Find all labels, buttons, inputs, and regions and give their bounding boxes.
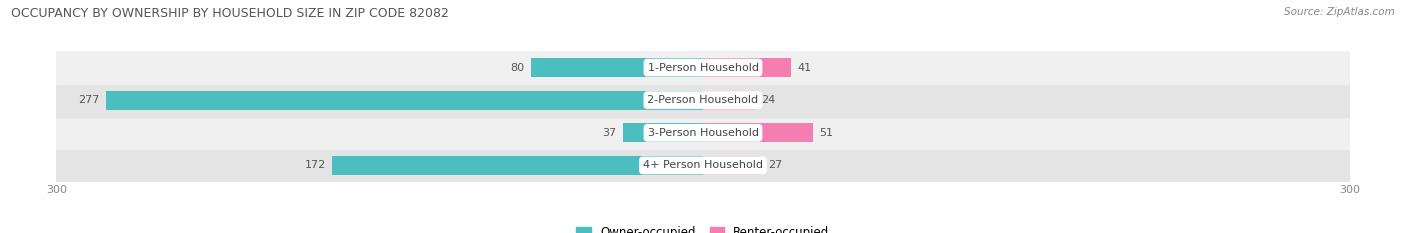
Text: 27: 27 — [768, 161, 782, 170]
Bar — [105, 91, 703, 110]
Bar — [56, 149, 1350, 182]
Text: 277: 277 — [77, 95, 100, 105]
Text: OCCUPANCY BY OWNERSHIP BY HOUSEHOLD SIZE IN ZIP CODE 82082: OCCUPANCY BY OWNERSHIP BY HOUSEHOLD SIZE… — [11, 7, 449, 20]
Bar — [530, 58, 703, 77]
Bar — [332, 156, 703, 175]
Bar — [56, 116, 1350, 149]
Text: 4+ Person Household: 4+ Person Household — [643, 161, 763, 170]
Text: 24: 24 — [761, 95, 776, 105]
Text: 41: 41 — [797, 63, 813, 72]
Text: Source: ZipAtlas.com: Source: ZipAtlas.com — [1284, 7, 1395, 17]
Bar — [56, 84, 1350, 116]
Text: 37: 37 — [603, 128, 617, 138]
Text: 80: 80 — [510, 63, 524, 72]
Text: 51: 51 — [820, 128, 834, 138]
Bar — [703, 123, 813, 142]
Bar — [703, 91, 755, 110]
Bar — [623, 123, 703, 142]
Text: 3-Person Household: 3-Person Household — [648, 128, 758, 138]
Bar — [56, 51, 1350, 84]
Text: 1-Person Household: 1-Person Household — [648, 63, 758, 72]
Bar — [703, 156, 761, 175]
Text: 2-Person Household: 2-Person Household — [647, 95, 759, 105]
Legend: Owner-occupied, Renter-occupied: Owner-occupied, Renter-occupied — [572, 221, 834, 233]
Text: 172: 172 — [305, 161, 326, 170]
Bar — [703, 58, 792, 77]
